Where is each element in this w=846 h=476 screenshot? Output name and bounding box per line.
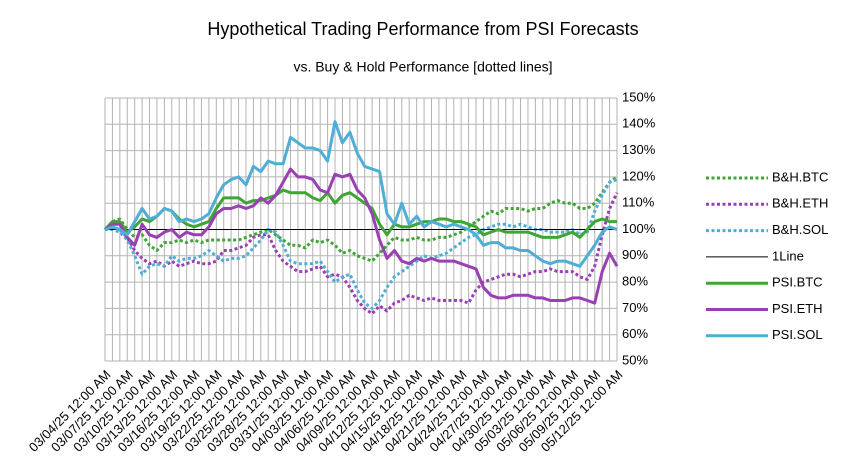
y-tick-label: 120% [622, 168, 656, 183]
legend-label: 1Line [772, 248, 804, 263]
y-tick-label: 80% [622, 274, 648, 289]
y-tick-label: 90% [622, 247, 648, 262]
y-tick-label: 70% [622, 300, 648, 315]
legend-label: B&H.ETH [772, 196, 828, 211]
series-line [103, 175, 618, 263]
legend-label: B&H.BTC [772, 169, 828, 184]
series-line [104, 192, 619, 316]
y-tick-label: 140% [622, 116, 656, 131]
series-line [103, 188, 617, 239]
y-tick-label: 100% [622, 221, 656, 236]
y-tick-label: 60% [622, 326, 648, 341]
chart-subtitle: vs. Buy & Hold Performance [dotted lines… [293, 59, 552, 75]
y-tick-label: 50% [622, 352, 648, 367]
y-tick-label: 150% [622, 89, 656, 104]
series-line [104, 120, 618, 268]
series-line [104, 167, 619, 305]
chart-title: Hypothetical Trading Performance from PS… [207, 19, 638, 39]
series-line [105, 178, 618, 310]
legend-label: PSI.SOL [772, 327, 823, 342]
y-tick-label: 110% [622, 195, 655, 210]
legend-label: B&H.SOL [772, 222, 828, 237]
legend-label: PSI.ETH [772, 301, 823, 316]
y-tick-label: 130% [622, 142, 656, 157]
legend-label: PSI.BTC [772, 275, 823, 290]
